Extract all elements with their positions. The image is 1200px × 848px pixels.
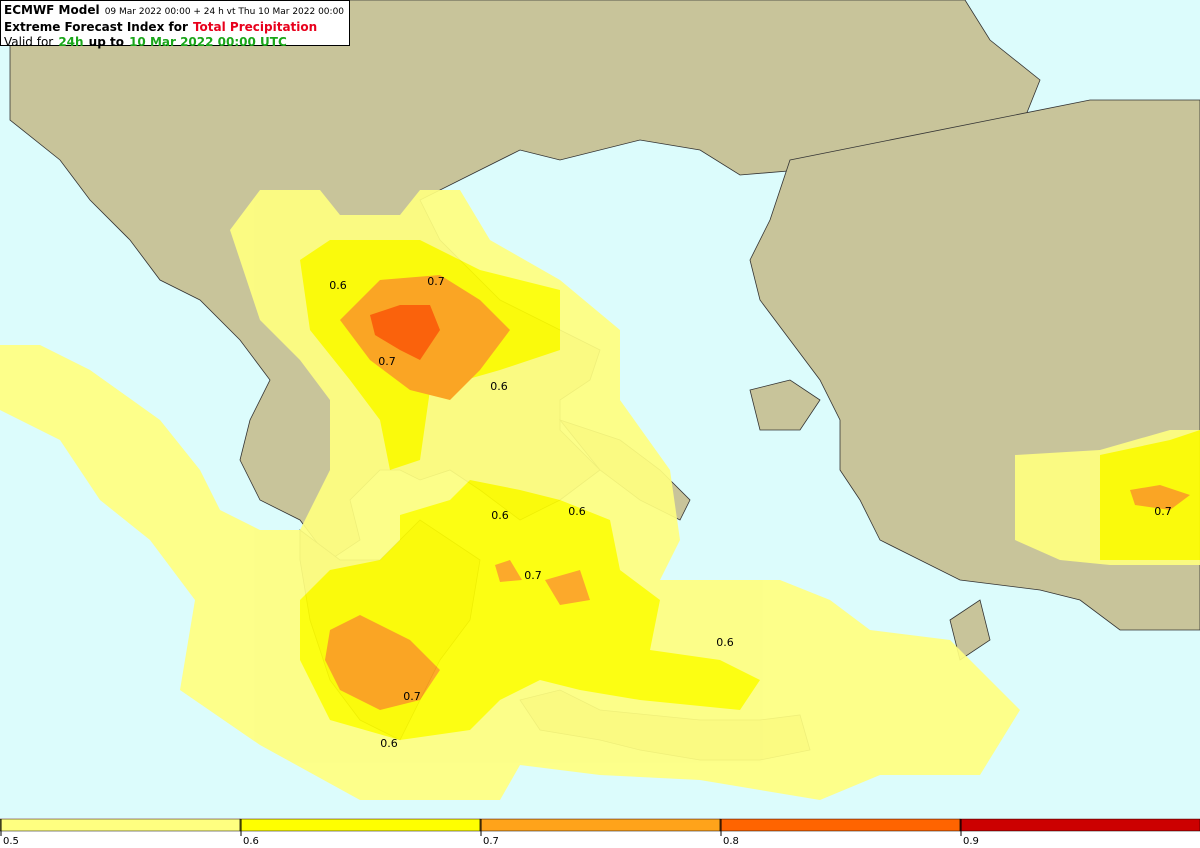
lesvos <box>749 379 821 431</box>
contour-label: 0.7 <box>1154 505 1172 518</box>
contour-labels: 0.6 0.7 0.7 0.6 0.6 0.6 0.7 0.6 0.7 0.6 0.7 <box>329 275 1172 750</box>
run-info: 09 Mar 2022 00:00 + 24 h vt Thu 10 Mar 2… <box>104 7 345 17</box>
colorbar-label: 0.6 <box>243 836 259 847</box>
contour-label: 0.7 <box>427 275 445 288</box>
colorbar-label: 0.8 <box>723 836 739 847</box>
colorbar-segment <box>719 818 961 832</box>
valid-period: 24h <box>58 35 84 49</box>
colorbar-label: 0.5 <box>3 836 19 847</box>
parameter: Total Precipitation <box>192 20 318 34</box>
colorbar-segment <box>959 818 1200 832</box>
colorbar-segment <box>0 818 241 832</box>
contour-label: 0.6 <box>490 380 508 393</box>
contour-label: 0.7 <box>378 355 396 368</box>
valid-label: Valid for <box>4 35 54 49</box>
field-07 <box>325 615 440 710</box>
contour-label: 0.6 <box>380 737 398 750</box>
colorbar-segment <box>239 818 481 832</box>
valid-time: 10 Mar 2022 00:00 UTC <box>129 35 287 49</box>
header: ECMWF Model 09 Mar 2022 00:00 + 24 h vt … <box>0 0 350 49</box>
field-07 <box>545 570 590 605</box>
colorbar: 0.5 0.6 0.7 0.8 0.9 <box>0 818 1200 847</box>
colorbar-segment <box>479 818 721 832</box>
efi-fields <box>0 190 1200 800</box>
contour-label: 0.6 <box>716 636 734 649</box>
contour-label: 0.7 <box>524 569 542 582</box>
field-07 <box>1130 485 1190 510</box>
colorbar-label: 0.7 <box>483 836 499 847</box>
field-07 <box>495 560 522 582</box>
colorbar-label: 0.9 <box>963 836 979 847</box>
field-08 <box>370 305 440 360</box>
title: Extreme Forecast Index for <box>4 20 188 34</box>
model: ECMWF Model <box>4 3 100 17</box>
contour-label: 0.7 <box>403 690 421 703</box>
contour-label: 0.6 <box>568 505 586 518</box>
contour-label: 0.6 <box>329 279 347 292</box>
contour-label: 0.6 <box>491 509 509 522</box>
valid-mid: up to <box>88 35 124 49</box>
